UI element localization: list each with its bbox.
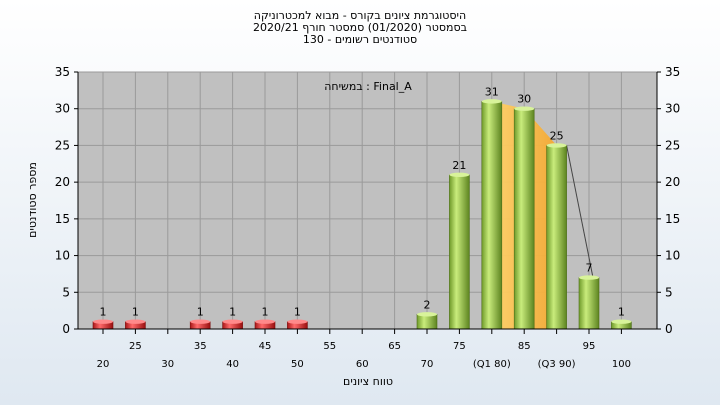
y-tick-label-left: 0 [62,322,70,336]
bar-cap [546,143,567,148]
bar-value-label: 7 [586,262,593,275]
bar-value-label: 1 [618,306,625,319]
trend-line [566,145,594,278]
bar-90: 25 [546,129,567,330]
bar-value-label: 1 [294,306,301,319]
bar-cap [255,319,275,324]
bar-value-label: 1 [197,306,204,319]
x-tick-label: 70 [421,359,434,370]
bar-value-label: 31 [485,85,499,98]
x-tick-label: 35 [194,341,207,352]
x-tick-label: 45 [259,341,272,352]
bar-cap [93,319,113,324]
y-tick-label-right: 10 [665,249,680,263]
title-line-course: היסטוגרמת ציונים בקורס - מבוא למכטרוניקה [253,9,467,22]
x-tick-label: 25 [129,341,142,352]
bar-cap [481,99,502,104]
x-tick-label: (Q3 90) [538,359,576,370]
bar-rect [481,101,503,330]
bar-cap [579,275,599,280]
chart-annotation: במשיחה : Final_A [324,80,412,93]
x-tick-label: 95 [583,341,596,352]
x-tick-label: 30 [161,359,174,370]
bar-85: 30 [513,93,535,330]
y-tick-label-left: 20 [55,175,70,189]
bar-rect [578,277,600,330]
bar-value-label: 1 [100,306,107,319]
title-line-semester: בסמסטר (01/2020) סמסטר חורף 2020/21 [253,21,467,34]
axes [74,71,661,334]
bar-value-label: 25 [550,129,564,142]
x-tick-label: 50 [291,359,304,370]
x-tick-label: 60 [356,359,369,370]
bar-cap [190,319,211,324]
x-tick-label: 55 [323,341,336,352]
bar-value-label: 21 [452,159,466,172]
bar-cap [417,312,437,317]
title-line-students: סטודנטים רשומים - 130 [302,33,418,46]
y-tick-label-right: 15 [665,212,680,226]
x-tick-label: 100 [612,359,631,370]
bar-value-label: 1 [262,306,269,319]
x-tick-label: 20 [97,359,110,370]
bar-cap [449,172,470,177]
bar-cap [611,319,632,324]
bar-cap [514,106,535,111]
bar-cap [222,319,243,324]
bars: 1 1 1 1 1 1 2 21 31 30 25 7 1 [92,85,632,330]
y-tick-label-right: 5 [665,285,673,299]
plot-area [77,71,658,330]
bar-75: 21 [449,159,470,330]
bar-value-label: 2 [424,298,431,311]
y-axis-label: מספר סטודנטים [26,162,39,238]
bar-rect [513,108,535,330]
y-tick-label-right: 30 [665,102,680,116]
x-tick-label: 75 [453,341,466,352]
x-tick-label: 65 [388,341,401,352]
bar-80: 31 [481,85,503,330]
y-tick-label-left: 10 [55,249,70,263]
x-tick-label: 40 [226,359,239,370]
y-tick-label-left: 30 [55,102,70,116]
bar-value-label: 1 [229,306,236,319]
chart-title: היסטוגרמת ציונים בקורס - מבוא למכטרוניקה… [0,10,720,46]
bar-value-label: 30 [517,93,531,106]
bar-cap [287,319,308,324]
y-tick-label-right: 0 [665,322,673,336]
y-tick-label-right: 25 [665,138,680,152]
x-tick-label: 85 [518,341,531,352]
bar-rect [416,314,438,330]
bar-value-label: 1 [132,306,139,319]
y-tick-label-right: 35 [665,65,680,79]
y-tick-label-right: 20 [665,175,680,189]
bar-cap [125,319,146,324]
x-axis-label: טווח ציונים [343,375,393,388]
bar-rect [449,174,470,330]
bar-rect [546,145,567,330]
y-tick-label-left: 15 [55,212,70,226]
y-tick-label-left: 35 [55,65,70,79]
y-tick-label-left: 25 [55,138,70,152]
x-tick-label: (Q1 80) [473,359,511,370]
bar-95: 7 [578,262,600,330]
y-tick-label-left: 5 [62,285,70,299]
